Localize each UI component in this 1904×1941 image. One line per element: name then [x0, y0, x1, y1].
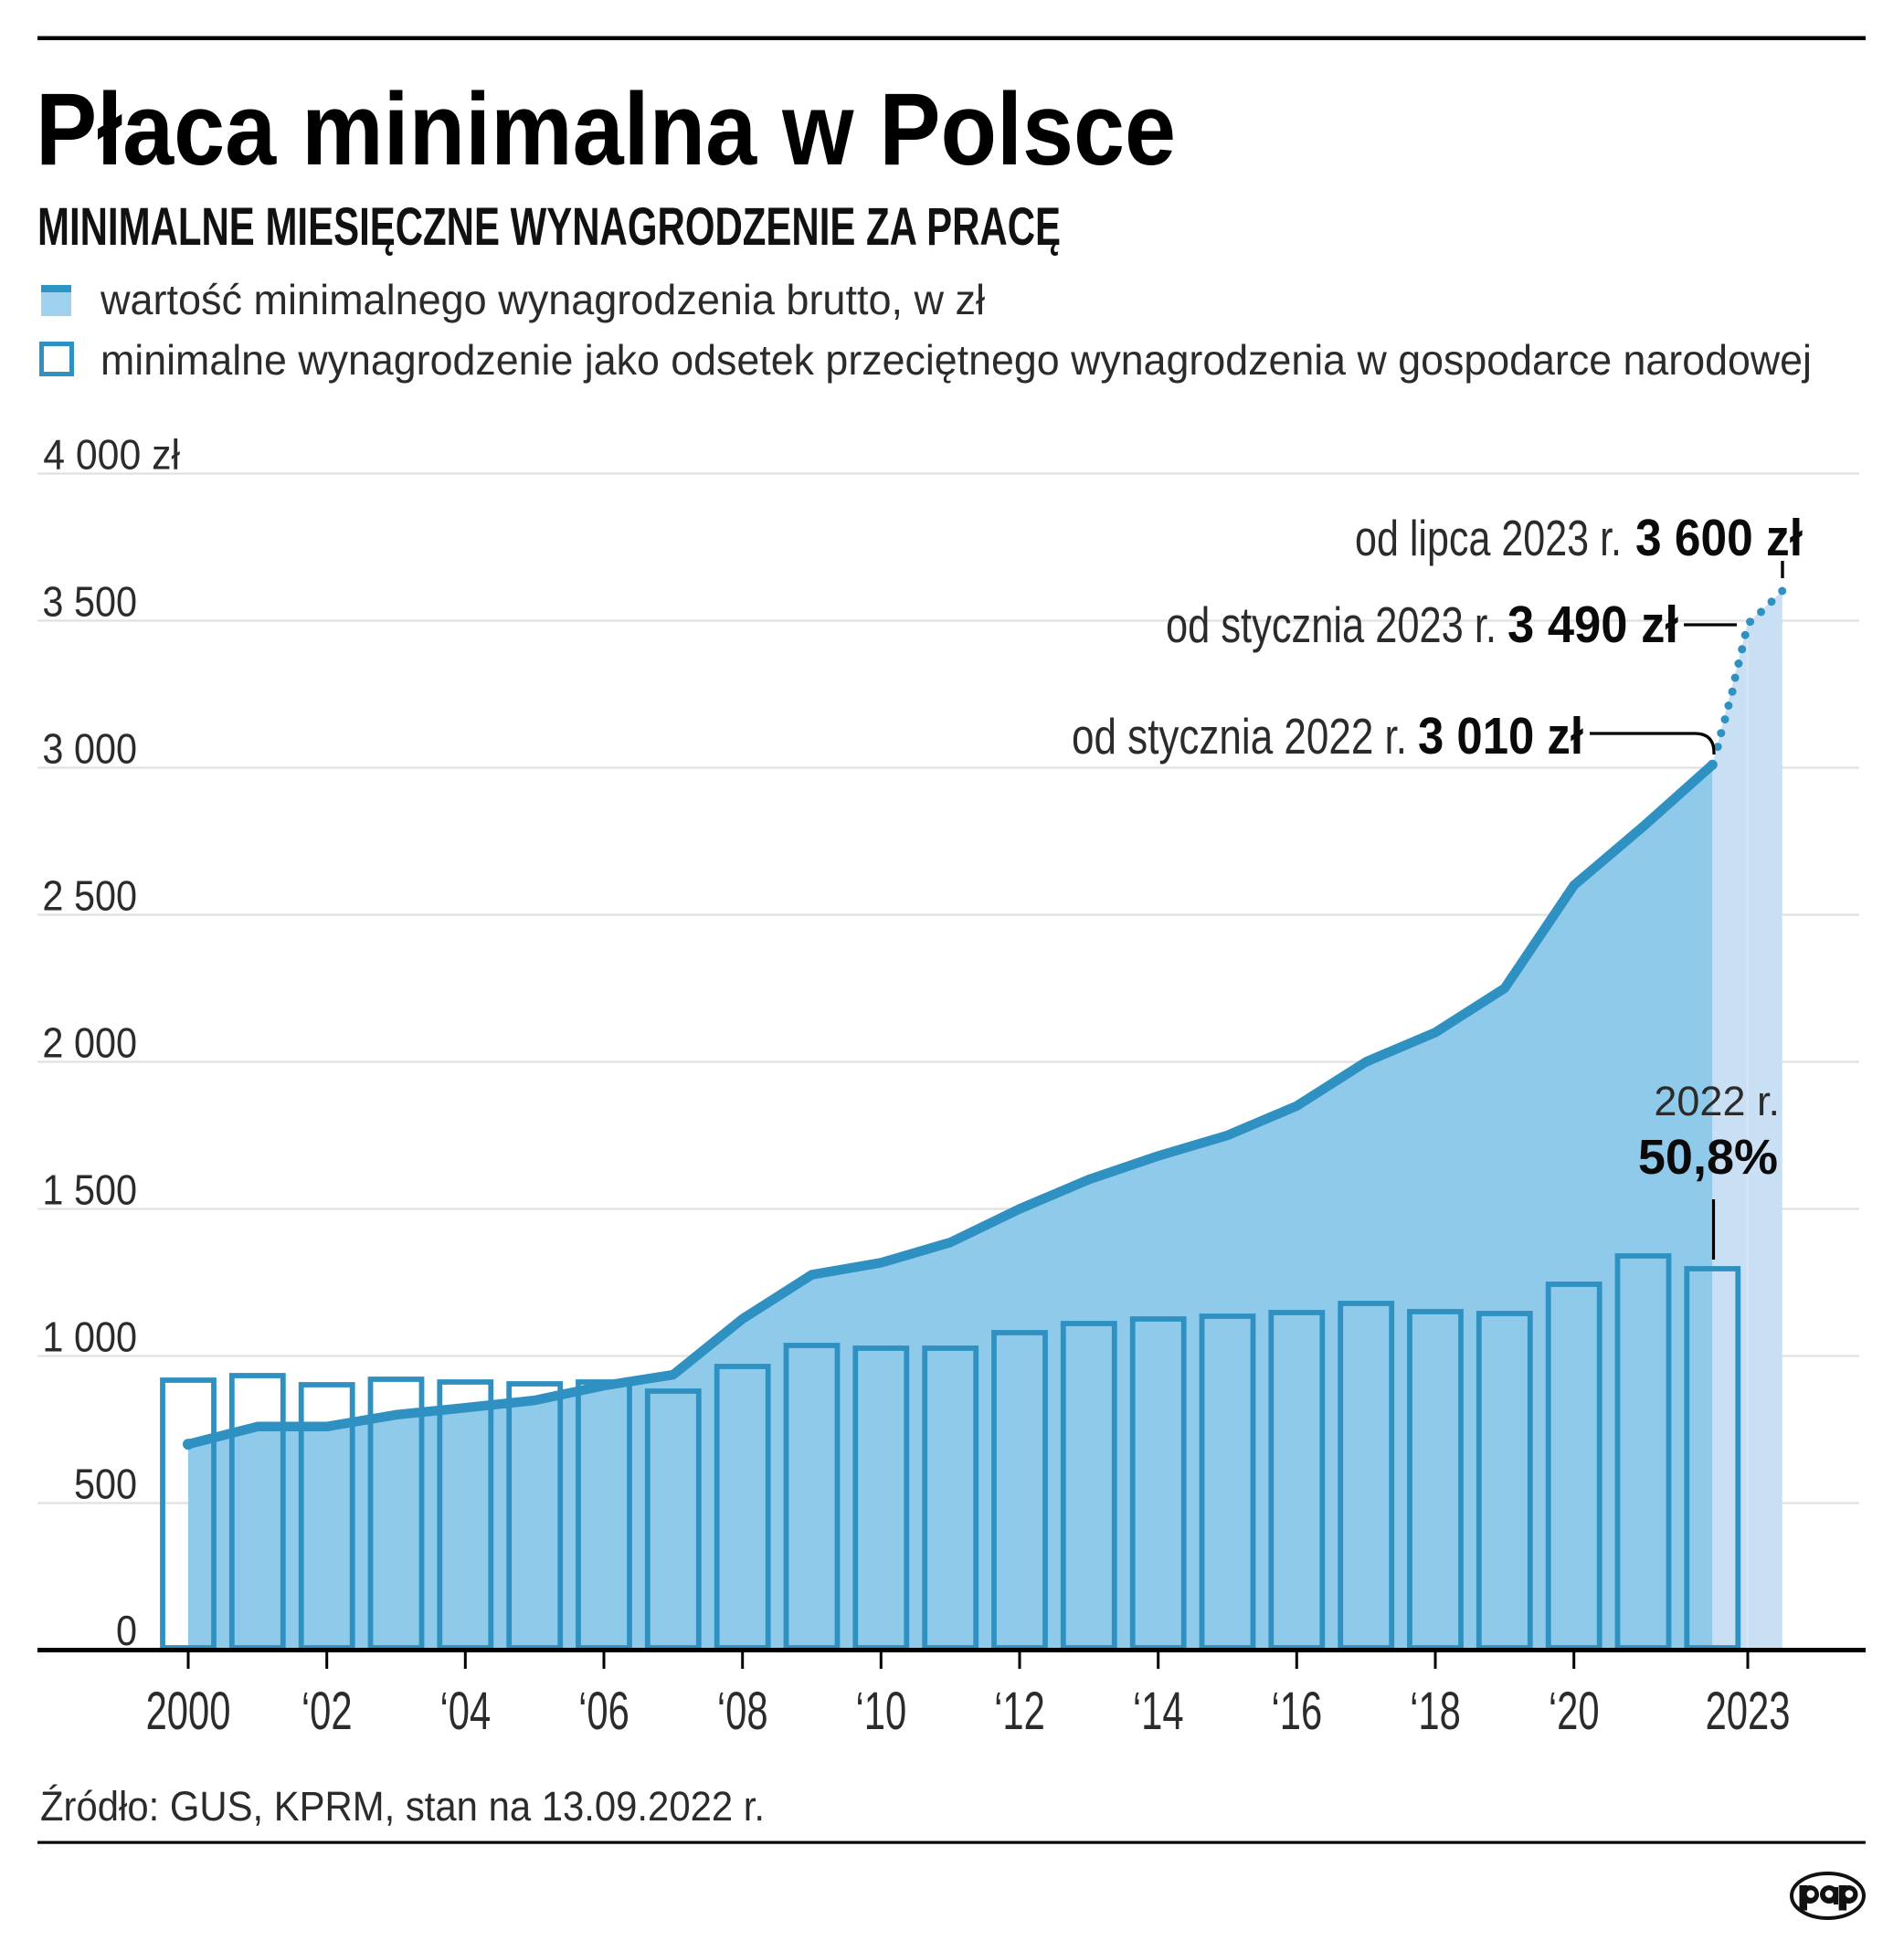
svg-text:3 600 zł: 3 600 zł: [1635, 509, 1803, 567]
svg-text:‘20: ‘20: [1549, 1681, 1600, 1740]
svg-text:2022 r.: 2022 r.: [1654, 1078, 1780, 1124]
svg-text:1 500: 1 500: [42, 1167, 137, 1215]
svg-text:Źródło: GUS, KPRM, stan na 13.: Źródło: GUS, KPRM, stan na 13.09.2022 r.: [40, 1783, 765, 1830]
svg-text:‘10: ‘10: [855, 1681, 906, 1740]
svg-text:4 000 zł: 4 000 zł: [43, 432, 180, 479]
svg-text:‘18: ‘18: [1410, 1681, 1461, 1740]
svg-text:50,8%: 50,8%: [1638, 1130, 1778, 1185]
svg-text:‘08: ‘08: [717, 1681, 768, 1740]
svg-text:‘02: ‘02: [301, 1681, 353, 1740]
svg-text:‘04: ‘04: [439, 1681, 491, 1740]
svg-text:od lipca 2023 r.: od lipca 2023 r.: [1355, 510, 1622, 566]
svg-text:500: 500: [74, 1461, 137, 1509]
svg-text:‘14: ‘14: [1133, 1681, 1184, 1740]
svg-text:Płaca minimalna w Polsce: Płaca minimalna w Polsce: [36, 72, 1176, 186]
svg-text:3 010 zł: 3 010 zł: [1418, 707, 1583, 765]
svg-text:wartość minimalnego wynagrodze: wartość minimalnego wynagrodzenia brutto…: [100, 276, 985, 323]
svg-text:od stycznia 2022 r.: od stycznia 2022 r.: [1072, 708, 1407, 765]
svg-text:2 500: 2 500: [42, 873, 137, 921]
svg-text:MINIMALNE MIESIĘCZNE WYNAGRODZ: MINIMALNE MIESIĘCZNE WYNAGRODZENIE ZA PR…: [37, 197, 1061, 257]
svg-text:‘12: ‘12: [994, 1681, 1045, 1740]
svg-text:2023: 2023: [1706, 1681, 1791, 1740]
svg-text:minimalne wynagrodzenie jako o: minimalne wynagrodzenie jako odsetek prz…: [100, 336, 1812, 384]
svg-text:3 000: 3 000: [42, 726, 137, 774]
svg-text:od stycznia 2023 r.: od stycznia 2023 r.: [1166, 596, 1497, 653]
svg-text:‘16: ‘16: [1271, 1681, 1322, 1740]
svg-text:‘06: ‘06: [578, 1681, 629, 1740]
svg-text:0: 0: [116, 1608, 137, 1655]
svg-text:2000: 2000: [146, 1681, 231, 1740]
svg-text:3 500: 3 500: [42, 579, 137, 627]
svg-text:2 000: 2 000: [42, 1020, 137, 1068]
svg-text:3 490 zł: 3 490 zł: [1507, 596, 1678, 654]
svg-text:1 000: 1 000: [42, 1314, 137, 1362]
